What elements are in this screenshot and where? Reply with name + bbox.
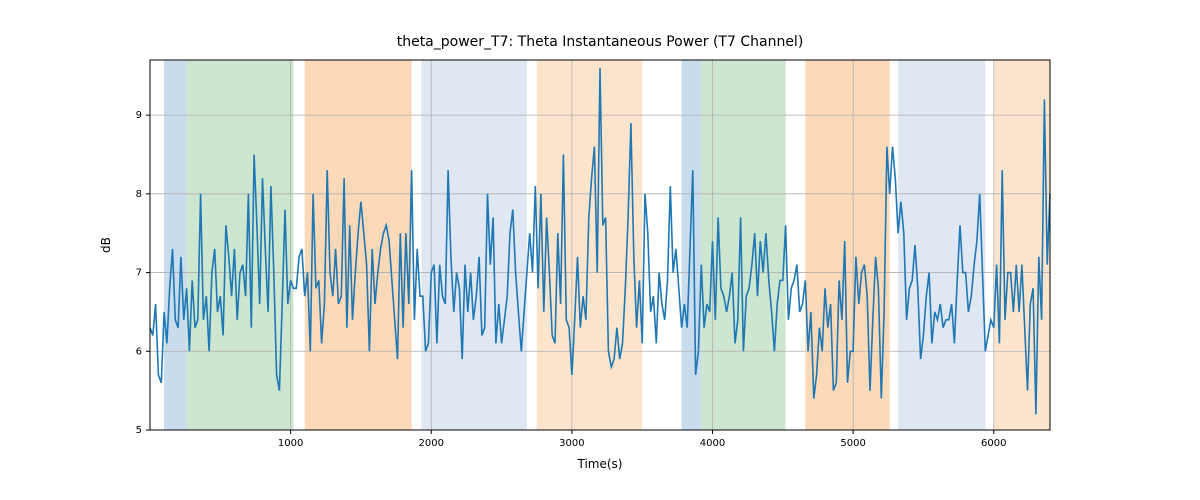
y-axis-label: dB [99, 237, 113, 253]
y-tick-label: 6 [136, 346, 142, 357]
x-tick-label: 5000 [840, 438, 865, 449]
plot-area [150, 60, 1050, 430]
y-ticks: 5 6 7 8 9 [136, 110, 150, 436]
x-ticks: 1000 2000 3000 4000 5000 6000 [278, 430, 1007, 449]
y-tick-label: 9 [136, 110, 142, 121]
x-axis-label: Time(s) [577, 457, 623, 471]
x-tick-label: 2000 [419, 438, 444, 449]
y-tick-label: 5 [136, 425, 142, 436]
x-tick-label: 1000 [278, 438, 303, 449]
y-tick-label: 7 [136, 268, 142, 279]
x-tick-label: 4000 [700, 438, 725, 449]
y-tick-label: 8 [136, 189, 142, 200]
x-tick-label: 3000 [559, 438, 584, 449]
x-tick-label: 6000 [981, 438, 1006, 449]
chart-title: theta_power_T7: Theta Instantaneous Powe… [397, 34, 804, 50]
